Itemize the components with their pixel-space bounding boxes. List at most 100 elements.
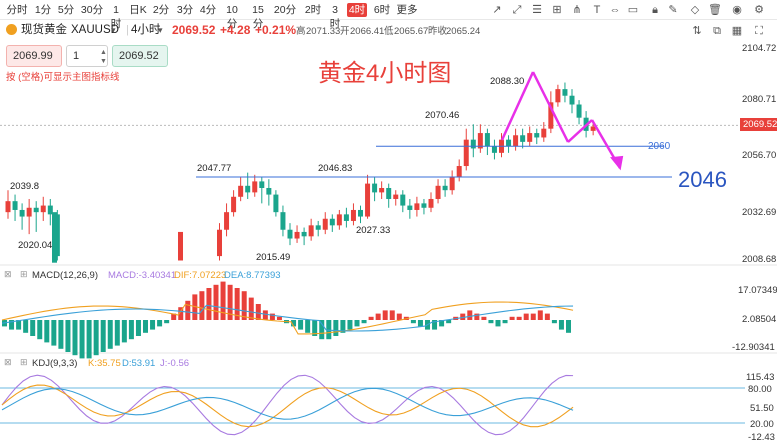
macd-histogram [1, 281, 574, 359]
chart-canvas[interactable] [0, 40, 777, 444]
forecast-arrows [500, 71, 624, 171]
macd-collapse-icon[interactable]: ⊠ [4, 269, 12, 279]
candle-body [308, 225, 314, 237]
compare-icon[interactable]: ⧉ [713, 25, 721, 37]
y-tick: 2104.72 [742, 43, 777, 54]
timeframe-6[interactable]: 2分 [152, 4, 170, 16]
j-line [1, 374, 574, 436]
text-tool-icon[interactable]: T [593, 4, 601, 16]
macd-bar [474, 313, 480, 320]
macd-bar [481, 316, 487, 320]
d-line [1, 387, 574, 420]
candle-body [442, 185, 448, 191]
sell-price-box[interactable]: 2069.99 [6, 45, 62, 67]
timeframe-15[interactable]: 6时 [373, 4, 391, 16]
macd-bar [558, 320, 564, 330]
delete-icon[interactable]: 🗑︎ [708, 4, 722, 16]
timeframe-13[interactable]: 3时 [329, 4, 341, 30]
period-selector[interactable]: 4小时 [131, 24, 161, 36]
kdj-y-tick: 20.00 [750, 419, 774, 430]
qty-down-icon[interactable]: ▼ [100, 58, 107, 65]
timeframe-16[interactable]: 更多 [396, 4, 418, 16]
candle-body [52, 212, 57, 263]
symbol-name[interactable]: 现货黄金 [21, 24, 67, 36]
timeframe-1[interactable]: 1分 [34, 4, 52, 16]
kdj-collapse-icon[interactable]: ⊠ [4, 357, 12, 367]
candle-body [231, 196, 237, 213]
symbol-code[interactable]: XAUUSD [71, 24, 119, 36]
candle-body [477, 133, 483, 149]
macd-bar [382, 310, 388, 320]
settings-icon[interactable]: ⚙ [754, 4, 764, 16]
lock-icon[interactable]: 🔒︎ [652, 4, 658, 16]
candle-body [372, 183, 378, 193]
dif-value: DIF:7.07223 [174, 270, 227, 281]
current-price-tag: 2069.52 [740, 118, 777, 131]
open-label: 开 [340, 26, 350, 37]
trend-line-icon[interactable]: ↗ [492, 4, 502, 16]
timeframe-3[interactable]: 30分 [80, 4, 104, 16]
macd-bar [157, 320, 163, 327]
ruler-icon[interactable]: ⇔ [609, 4, 621, 16]
timeframe-9[interactable]: 10分 [226, 4, 238, 30]
ray-icon[interactable]: ⤢ [512, 4, 522, 16]
macd-bar [44, 320, 50, 343]
timeframe-11[interactable]: 20分 [273, 4, 297, 16]
macd-bar [213, 284, 219, 320]
fib-icon[interactable]: ⊞ [552, 4, 562, 16]
candle-body [259, 181, 265, 188]
timeframe-0[interactable]: 分时 [6, 4, 28, 16]
macd-bar [502, 320, 508, 324]
timeframe-5[interactable]: 日K [129, 4, 147, 16]
macd-bar [37, 320, 43, 340]
macd-bar [93, 320, 99, 356]
macd-toggle-icon[interactable]: ⊞ [20, 269, 28, 279]
candle-body [562, 89, 568, 96]
parallel-lines-icon[interactable]: ☰ [532, 4, 542, 16]
candle-body [47, 205, 53, 215]
trough-label: 2020.04 [18, 240, 53, 251]
macd-bar [262, 310, 268, 320]
pen-icon[interactable]: ✎ [668, 4, 678, 16]
dea-line [1, 304, 574, 332]
eraser-icon[interactable]: ◇ [690, 4, 700, 16]
period-dropdown-icon[interactable]: ▾ [158, 25, 163, 35]
macd-bar [509, 316, 515, 320]
macd-bar [523, 313, 529, 320]
dif-line [1, 301, 574, 335]
y-tick: 2008.68 [742, 254, 777, 265]
symbol-dropdown-icon[interactable]: ▾ [111, 25, 116, 35]
macd-bar [410, 320, 416, 324]
buy-price-box[interactable]: 2069.52 [112, 45, 168, 67]
timeframe-10[interactable]: 15分 [252, 4, 264, 30]
peak-label: 2088.30 [490, 76, 525, 87]
macd-bar [319, 320, 325, 340]
candle-body [178, 231, 183, 261]
layout-icon[interactable]: ▦ [731, 25, 743, 37]
candle-body [506, 139, 512, 147]
candle-body [513, 135, 519, 147]
candle-body [33, 207, 39, 213]
timeframe-14[interactable]: 4时 [347, 3, 367, 17]
indicator-icon[interactable]: ⇅ [692, 25, 702, 37]
macd-bar [164, 320, 170, 324]
macd-bar [220, 281, 226, 320]
candle-body [280, 212, 286, 230]
rectangle-icon[interactable]: ▭ [627, 4, 639, 16]
macd-y-tick: 17.07349 [738, 285, 777, 296]
timeframe-8[interactable]: 4分 [199, 4, 217, 16]
timeframe-12[interactable]: 2时 [304, 4, 322, 16]
kdj-toggle-icon[interactable]: ⊞ [20, 357, 28, 367]
eye-icon[interactable]: ◉ [732, 4, 742, 16]
fullscreen-icon[interactable]: ⛶ [755, 25, 763, 37]
high-label: 高 [296, 26, 306, 37]
quantity-input[interactable]: 1 [66, 45, 108, 67]
timeframe-2[interactable]: 5分 [57, 4, 75, 16]
timeframe-4[interactable]: 1时 [110, 4, 122, 30]
macd-bar [65, 320, 71, 352]
macd-y-tick: 2.08504 [742, 314, 777, 325]
macd-bar [86, 320, 92, 359]
timeframe-7[interactable]: 3分 [176, 4, 194, 16]
pitchfork-icon[interactable]: ⋔ [572, 4, 582, 16]
qty-up-icon[interactable]: ▲ [100, 49, 107, 56]
